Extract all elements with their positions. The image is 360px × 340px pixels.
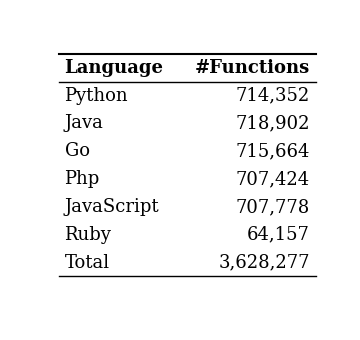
Text: #Functions: #Functions	[195, 59, 310, 77]
Text: 707,778: 707,778	[236, 198, 310, 216]
Text: Python: Python	[64, 87, 128, 105]
Text: 3,628,277: 3,628,277	[219, 254, 310, 272]
Text: 64,157: 64,157	[247, 226, 310, 244]
Text: 718,902: 718,902	[235, 115, 310, 133]
Text: 707,424: 707,424	[236, 170, 310, 188]
Text: Php: Php	[64, 170, 100, 188]
Text: Ruby: Ruby	[64, 226, 111, 244]
Text: Go: Go	[64, 142, 90, 160]
Text: JavaScript: JavaScript	[64, 198, 159, 216]
Text: 714,352: 714,352	[236, 87, 310, 105]
Text: Language: Language	[64, 59, 163, 77]
Text: Java: Java	[64, 115, 103, 133]
Text: Total: Total	[64, 254, 110, 272]
Text: 715,664: 715,664	[236, 142, 310, 160]
